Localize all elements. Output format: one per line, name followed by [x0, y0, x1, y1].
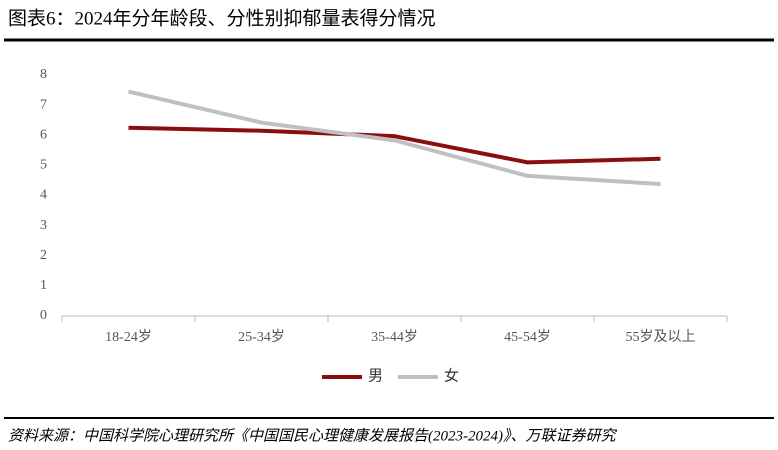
y-tick-label: 4: [40, 188, 47, 203]
x-tick-label: 45-54岁: [504, 329, 551, 345]
y-tick-label: 1: [40, 278, 47, 293]
chart-title: 图表6：2024年分年龄段、分性别抑郁量表得分情况: [8, 7, 436, 29]
y-tick-label: 8: [40, 67, 47, 82]
x-tick-label: 55岁及以上: [626, 329, 696, 345]
legend-label: 男: [368, 368, 383, 384]
x-tick-label: 35-44岁: [371, 329, 418, 345]
series-line: [128, 89, 661, 187]
x-tick-label: 25-34岁: [238, 329, 285, 345]
legend-label: 女: [444, 366, 459, 384]
x-tick-label: 18-24岁: [105, 329, 152, 345]
y-tick-label: 0: [40, 308, 47, 323]
y-tick-label: 2: [40, 248, 47, 263]
source-note: 资料来源：中国科学院心理研究所《中国国民心理健康发展报告(2023-2024)》…: [8, 427, 617, 444]
y-tick-label: 5: [40, 158, 47, 173]
y-tick-label: 3: [40, 218, 47, 233]
series-line: [128, 125, 661, 165]
y-tick-label: 6: [40, 127, 47, 142]
y-tick-label: 7: [40, 97, 47, 112]
